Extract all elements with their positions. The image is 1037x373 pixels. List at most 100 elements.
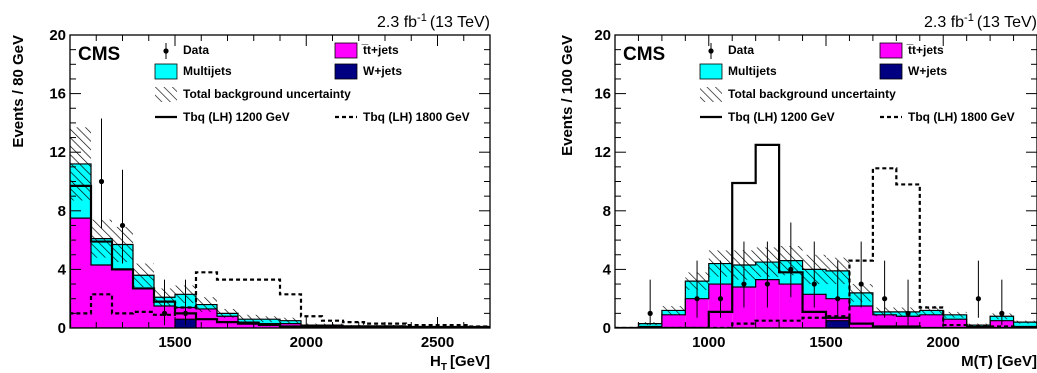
uncertainty-band-13 [343,325,364,327]
chart-left: 0 4 8 12 16 20 1500 2000 2500 HT [GeV] Events / 80 … [10,12,491,373]
lumi-exponent: -1 [417,12,427,24]
data-point-0 [647,310,653,316]
data-point-3 [741,281,747,287]
x-axis-title-main: M(T) [GeV] [961,353,1037,370]
uncertainty-band-16 [406,325,427,328]
lumi-label: 2.3 fb-1 (13 TeV) [924,12,1037,31]
legend-label: Tbq (LH) 1800 GeV [908,110,1015,124]
y-axis-title: Events / 80 GeV [10,35,27,148]
lumi-label: 2.3 fb-1 (13 TeV) [377,12,490,31]
bar-t-t-jets-7 [779,284,803,328]
legend-label: Tbq (LH) 1200 GeV [183,110,290,124]
uncertainty-band-14 [943,311,967,318]
bar-t-t-jets-1 [91,265,112,328]
uncertainty-band-0 [70,127,91,201]
uncertainty-band-7 [217,308,238,318]
legend-label: Tbq (LH) 1200 GeV [728,110,835,124]
legend-label: Total background uncertainty [728,87,896,101]
legend-label: Tbq (LH) 1800 GeV [363,110,470,124]
legend-swatch [334,42,358,59]
data-point-9 [882,296,888,302]
legend-marker-data-dot [163,48,169,54]
uncertainty-band-13 [919,306,944,315]
bar-t-t-jets-0 [70,218,91,328]
signal-1800-line [70,271,490,328]
legend-label: Data [728,43,754,57]
bar-multijets-17 [1013,322,1037,327]
uncertainty-band-15 [385,325,406,327]
legend-item-total-background-uncertainty: Total background uncertainty [155,87,351,102]
data-point-7 [835,296,841,302]
data-point-8 [858,281,864,287]
legend-swatch [879,63,903,80]
uncertainty-band-11 [301,323,322,327]
data-point-10 [905,310,911,316]
data-point-0 [98,178,105,185]
bar-t-t-jets-3 [133,288,154,328]
x-tick-label: 2000 [290,334,323,351]
x-axis-title: M(T) [GeV] [961,353,1037,370]
legend-item-tbq-lh-1200-gev: Tbq (LH) 1200 GeV [700,110,835,124]
data-point-6 [811,281,817,287]
legend-item-t-t-jets: t̅t+jets [334,42,399,59]
legend-item-data: Data [163,43,209,59]
lumi-value: 2.3 fb [924,14,964,31]
legend: Data t̅t+jets Multijets W+jets Total backgro… [699,42,1015,124]
uncertainty-band-6 [196,297,217,312]
y-tick-label: 0 [603,320,611,337]
legend-swatch [334,63,358,80]
legend-item-multijets: Multijets [699,63,777,80]
legend-label: t̅t+jets [361,43,399,57]
legend-item-total-background-uncertainty: Total background uncertainty [700,87,896,102]
y-tick-label: 8 [58,203,66,220]
x-axis-title: HT [GeV] [430,353,490,373]
data-point-4 [764,281,770,287]
uncertainty-band-2 [661,306,686,315]
uncertainty-band-10 [280,317,301,324]
x-axis-title-unit: [GeV] [450,353,490,370]
uncertainty-band-8 [238,314,259,324]
uncertainty-band-18 [448,325,469,328]
data-point-3 [182,310,189,316]
bar-t-t-jets-2 [112,269,133,328]
lumi-energy: (13 TeV) [977,14,1037,31]
y-tick-label: 4 [603,261,612,278]
bar-t-t-jets-11 [872,314,897,328]
legend-label: Multijets [728,64,777,78]
uncertainty-band-1 [91,219,112,258]
data-point-12 [999,310,1005,316]
data-point-5 [788,266,794,272]
y-tick-label: 0 [58,320,66,337]
bar-t-t-jets-8 [238,322,259,328]
uncertainty-band-3 [133,263,154,287]
bar-t-t-jets-13 [919,314,944,328]
data-point-1 [694,296,700,302]
y-tick-label: 4 [58,261,67,278]
legend: Data t̅t+jets Multijets W+jets Total backgro… [154,42,470,124]
legend-label: Multijets [183,64,232,78]
y-tick-label: 20 [594,27,611,44]
legend-swatch-hatch [155,87,177,102]
legend-item-t-t-jets: t̅t+jets [879,42,944,59]
plot-area [615,143,1037,328]
uncertainty-band-14 [364,325,385,327]
plot-area [70,118,490,328]
x-tick-label: 2500 [421,334,454,351]
x-tick-label: 1000 [692,334,725,351]
data-point-11 [975,296,981,302]
legend-item-tbq-lh-1800-gev: Tbq (LH) 1800 GeV [880,110,1015,124]
cms-label: CMS [78,44,120,65]
legend-item-data: Data [708,43,754,59]
legend-item-multijets: Multijets [154,63,232,80]
x-tick-label: 1500 [809,334,842,351]
bar-t-t-jets-14 [943,319,967,328]
lumi-exponent: -1 [964,12,974,24]
y-tick-label: 20 [49,27,66,44]
legend-item-tbq-lh-1800-gev: Tbq (LH) 1800 GeV [335,110,470,124]
bar-t-t-jets-2 [661,314,686,328]
legend-marker-data-dot [708,48,714,54]
y-tick-label: 16 [594,86,611,103]
uncertainty-band-15 [966,323,991,327]
x-tick-label: 1500 [158,334,191,351]
